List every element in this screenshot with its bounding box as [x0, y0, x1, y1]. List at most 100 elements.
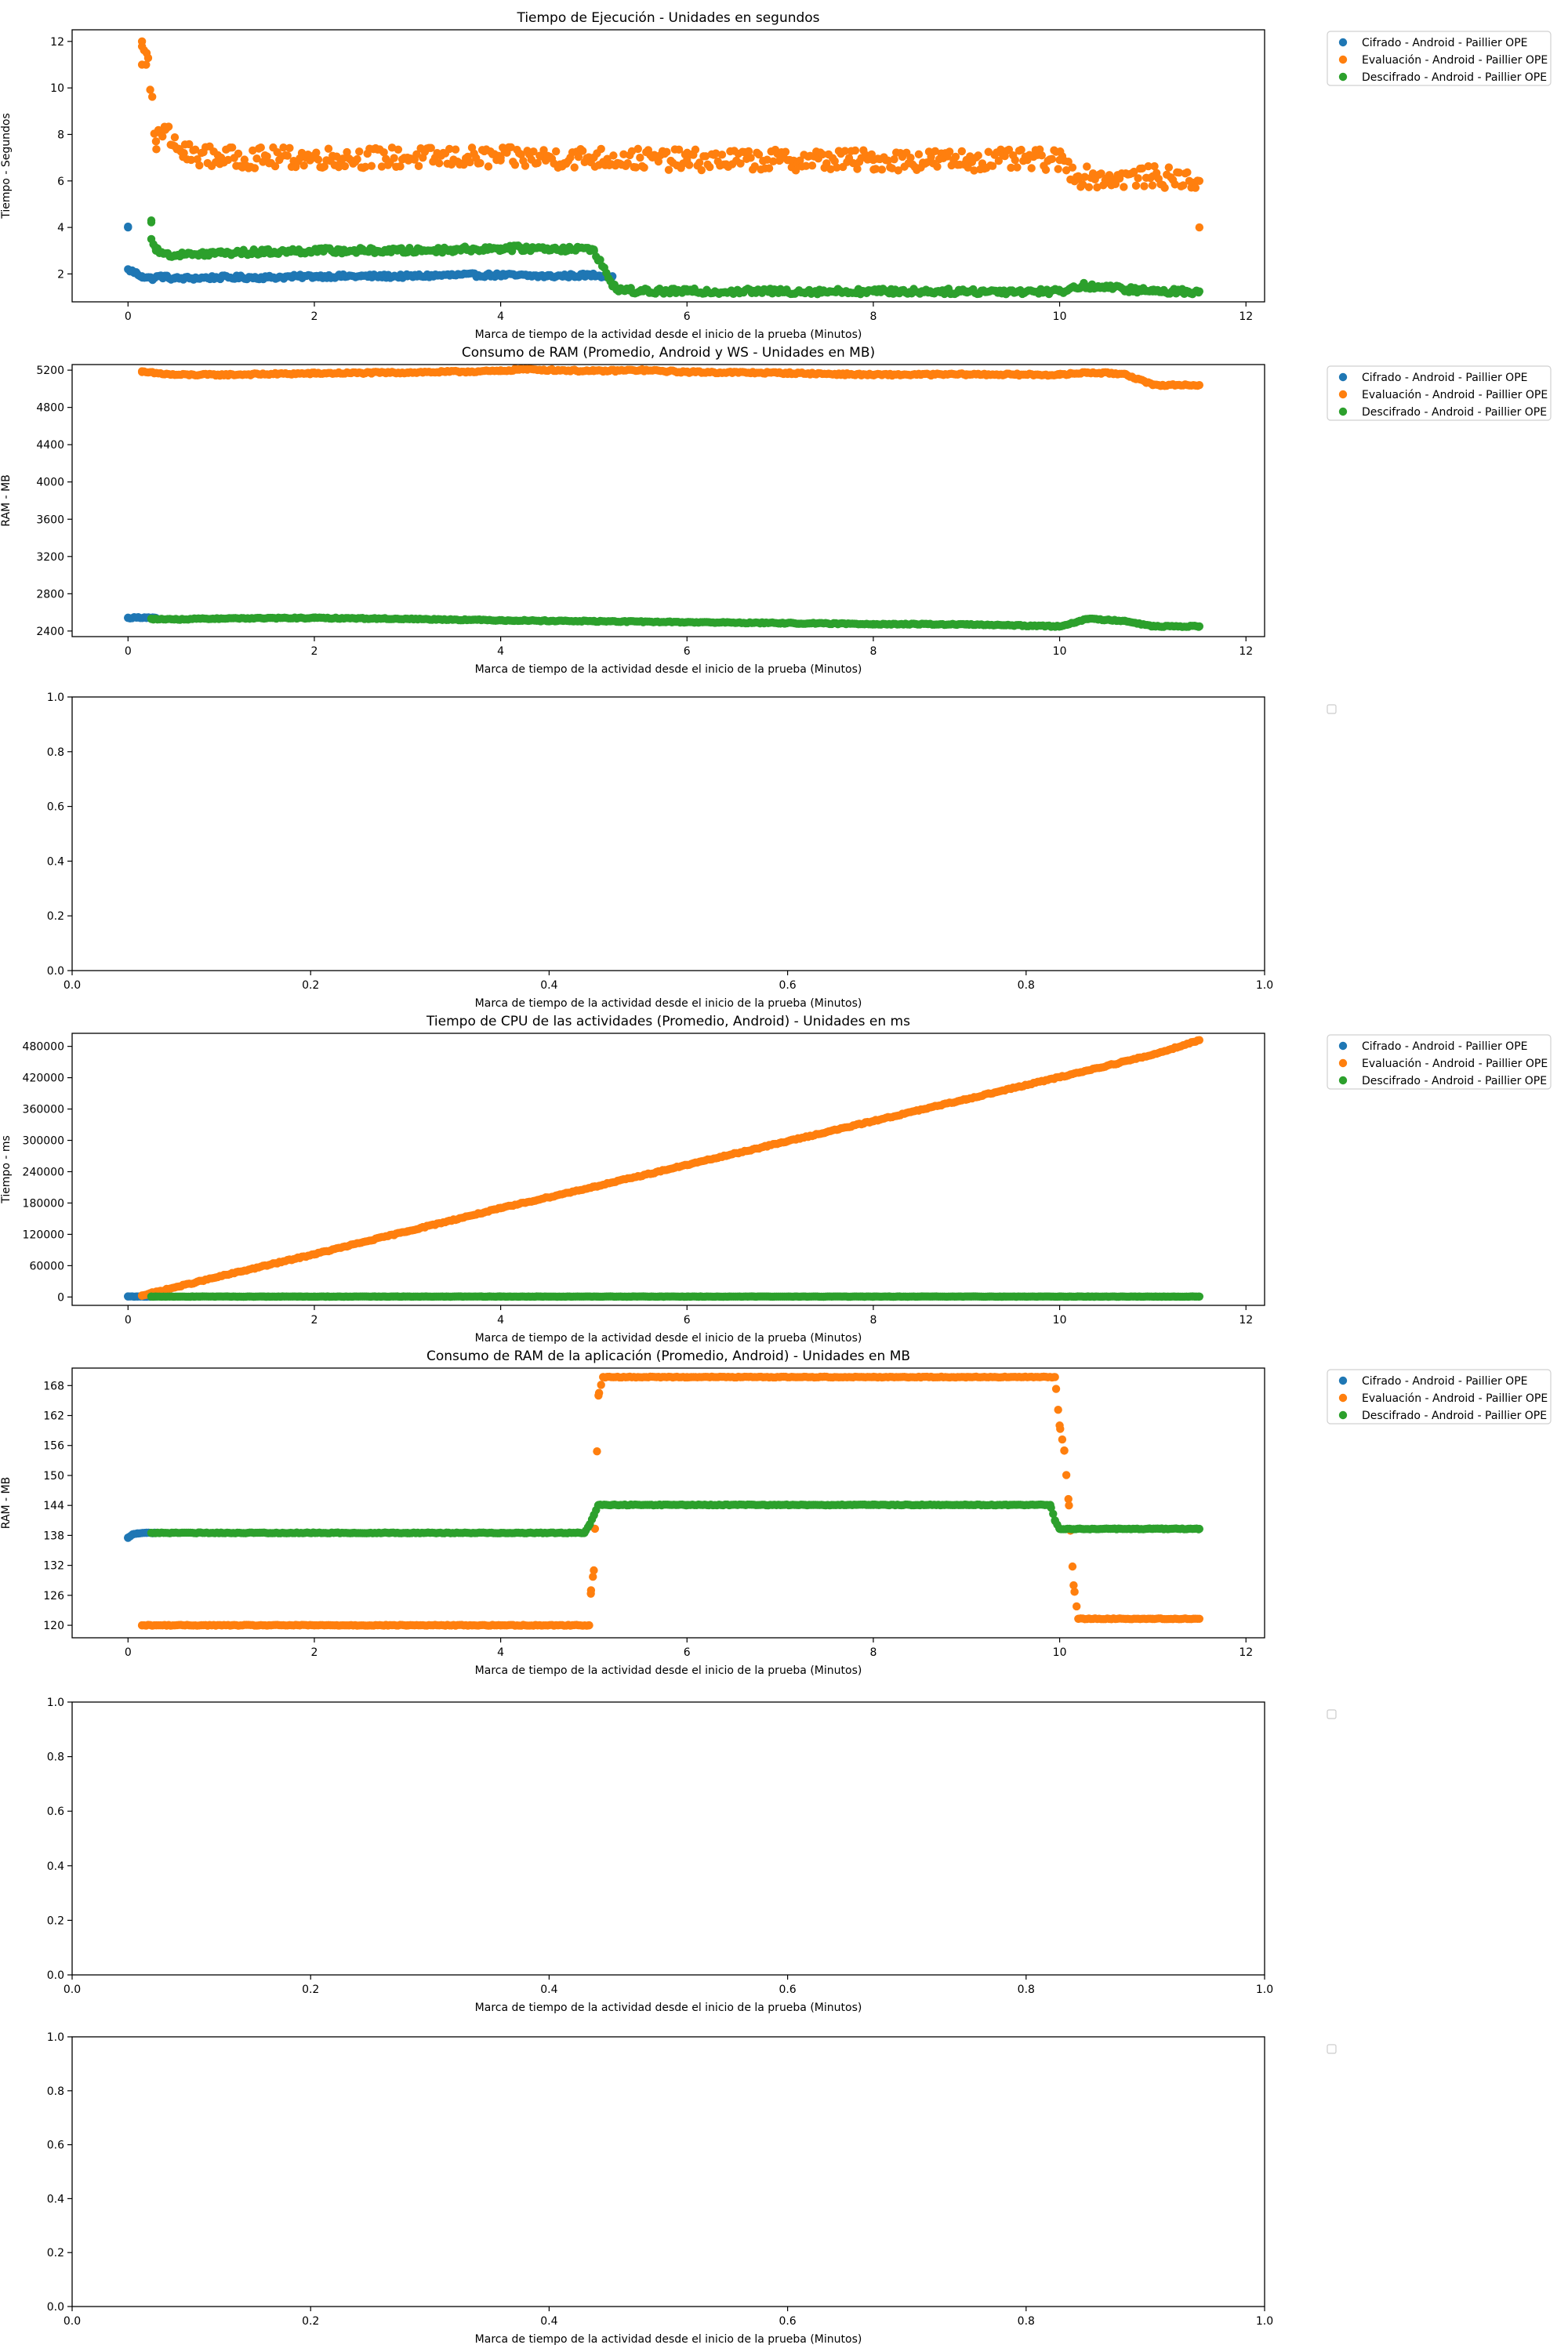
data-point	[596, 256, 604, 264]
y-tick-label: 6	[57, 176, 64, 188]
data-point	[543, 272, 552, 281]
data-point	[994, 156, 1004, 165]
legend-box	[1327, 1369, 1552, 1425]
data-point	[746, 154, 755, 162]
y-axis-label: Tiempo - Segundos	[0, 113, 13, 220]
data-point	[593, 1446, 601, 1456]
y-tick-label: 10	[50, 82, 64, 95]
data-point	[683, 155, 691, 165]
data-point	[310, 153, 319, 162]
data-point	[933, 162, 942, 171]
data-point	[227, 143, 237, 152]
data-point	[927, 152, 935, 162]
x-tick-label: 0.4	[540, 979, 557, 992]
data-point	[551, 147, 561, 156]
data-point	[357, 272, 365, 281]
data-point	[636, 365, 645, 375]
series-points	[147, 613, 1204, 631]
x-tick-label: 6	[684, 1314, 691, 1327]
x-tick-label: 0.6	[779, 2315, 796, 2328]
data-point	[578, 147, 587, 155]
x-tick-label: 0	[125, 1314, 132, 1327]
data-point	[636, 287, 645, 296]
x-tick-label: 4	[497, 310, 504, 323]
data-point	[299, 161, 308, 170]
x-axis-label: Marca de tiempo de la actividad desde el…	[475, 997, 862, 1010]
data-point	[310, 1621, 319, 1630]
data-point	[775, 1138, 785, 1148]
data-point	[147, 93, 157, 101]
chart-panel-4: Tiempo de CPU de las actividades (Promed…	[0, 1014, 1552, 1345]
legend: Cifrado - Android - Paillier OPEEvaluaci…	[1327, 365, 1552, 421]
data-point	[914, 150, 924, 159]
y-tick-label: 0.0	[47, 2301, 64, 2314]
data-point	[1051, 1385, 1061, 1393]
y-tick-label: 4000	[36, 477, 64, 489]
data-point	[1054, 1406, 1062, 1414]
data-point	[1195, 287, 1204, 296]
y-tick-label: 1.0	[47, 2031, 64, 2044]
x-axis-label: Marca de tiempo de la actividad desde el…	[475, 328, 862, 341]
data-point	[1027, 164, 1036, 172]
data-point	[869, 1501, 878, 1509]
y-tick-label: 2	[57, 268, 64, 281]
y-tick-label: 360000	[23, 1104, 64, 1116]
x-axis-label: Marca de tiempo de la actividad desde el…	[475, 2333, 862, 2346]
legend-entry-label: Evaluación - Android - Paillier OPE	[1362, 389, 1548, 401]
data-point	[1148, 181, 1157, 190]
data-point	[640, 163, 648, 172]
data-point	[496, 367, 505, 376]
data-point	[1150, 162, 1159, 171]
data-point	[403, 272, 412, 281]
y-tick-label: 144	[43, 1500, 64, 1512]
data-point	[1138, 164, 1147, 173]
data-point	[736, 159, 745, 168]
data-point	[279, 143, 288, 152]
x-tick-label: 12	[1239, 645, 1253, 658]
data-point	[594, 1501, 603, 1509]
data-point	[396, 162, 405, 171]
data-point	[623, 158, 632, 168]
x-tick-label: 12	[1239, 1646, 1253, 1659]
data-point	[1055, 1073, 1064, 1082]
data-point	[1055, 370, 1064, 379]
data-point	[869, 155, 878, 165]
data-point	[1195, 176, 1204, 185]
y-tick-label: 0.6	[47, 801, 64, 814]
data-point	[1149, 380, 1157, 390]
data-point	[853, 165, 862, 173]
data-point	[1055, 1292, 1064, 1301]
data-point	[1195, 1036, 1204, 1044]
data-point	[414, 162, 423, 171]
y-tick-label: 2800	[36, 588, 64, 601]
y-tick-label: 0.2	[47, 2247, 64, 2259]
data-point	[970, 166, 978, 175]
data-point	[283, 151, 292, 160]
y-tick-label: 0.8	[47, 746, 64, 759]
data-point	[147, 216, 156, 225]
y-tick-label: 0.0	[47, 965, 64, 978]
data-point	[1134, 174, 1142, 183]
x-tick-label: 0	[125, 645, 132, 658]
data-point	[1140, 182, 1149, 191]
data-point	[1080, 172, 1089, 181]
data-point	[1093, 183, 1102, 192]
x-tick-label: 0.0	[64, 979, 81, 992]
data-point	[147, 274, 156, 283]
x-tick-label: 0.0	[64, 1984, 81, 1996]
data-point	[151, 137, 161, 146]
data-point	[496, 244, 505, 252]
data-point	[285, 143, 294, 153]
x-tick-label: 0.8	[1018, 979, 1035, 992]
data-point	[1004, 145, 1014, 154]
data-point	[750, 162, 759, 171]
data-point	[701, 152, 710, 161]
data-point	[636, 153, 644, 162]
data-point	[711, 149, 720, 158]
data-point	[249, 146, 257, 155]
data-point	[1097, 169, 1105, 178]
data-point	[1160, 183, 1169, 192]
data-point	[252, 154, 261, 163]
y-tick-label: 150	[43, 1470, 64, 1483]
x-tick-label: 2	[310, 645, 318, 658]
